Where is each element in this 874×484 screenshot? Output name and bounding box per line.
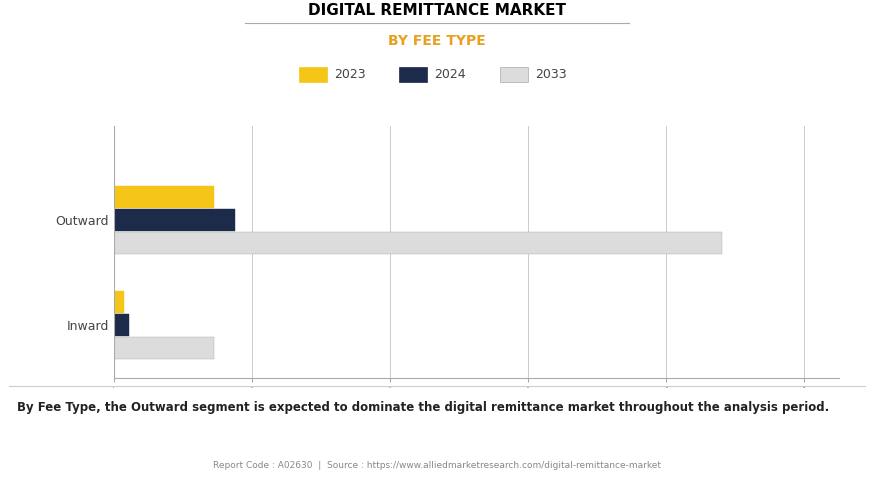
Bar: [114, 291, 124, 313]
Bar: [114, 314, 128, 336]
Bar: [114, 209, 234, 231]
Bar: [114, 232, 722, 254]
Text: By Fee Type, the Outward segment is expected to dominate the digital remittance : By Fee Type, the Outward segment is expe…: [17, 401, 829, 414]
Bar: [299, 67, 327, 82]
Text: 2024: 2024: [434, 68, 466, 81]
Text: Report Code : A02630  |  Source : https://www.alliedmarketresearch.com/digital-r: Report Code : A02630 | Source : https://…: [213, 461, 661, 469]
Text: DIGITAL REMITTANCE MARKET: DIGITAL REMITTANCE MARKET: [308, 3, 566, 18]
Bar: [399, 67, 427, 82]
Text: 2033: 2033: [535, 68, 566, 81]
Bar: [114, 337, 214, 359]
Text: BY FEE TYPE: BY FEE TYPE: [388, 34, 486, 48]
Bar: [500, 67, 528, 82]
Text: 2023: 2023: [334, 68, 365, 81]
Bar: [114, 186, 214, 208]
